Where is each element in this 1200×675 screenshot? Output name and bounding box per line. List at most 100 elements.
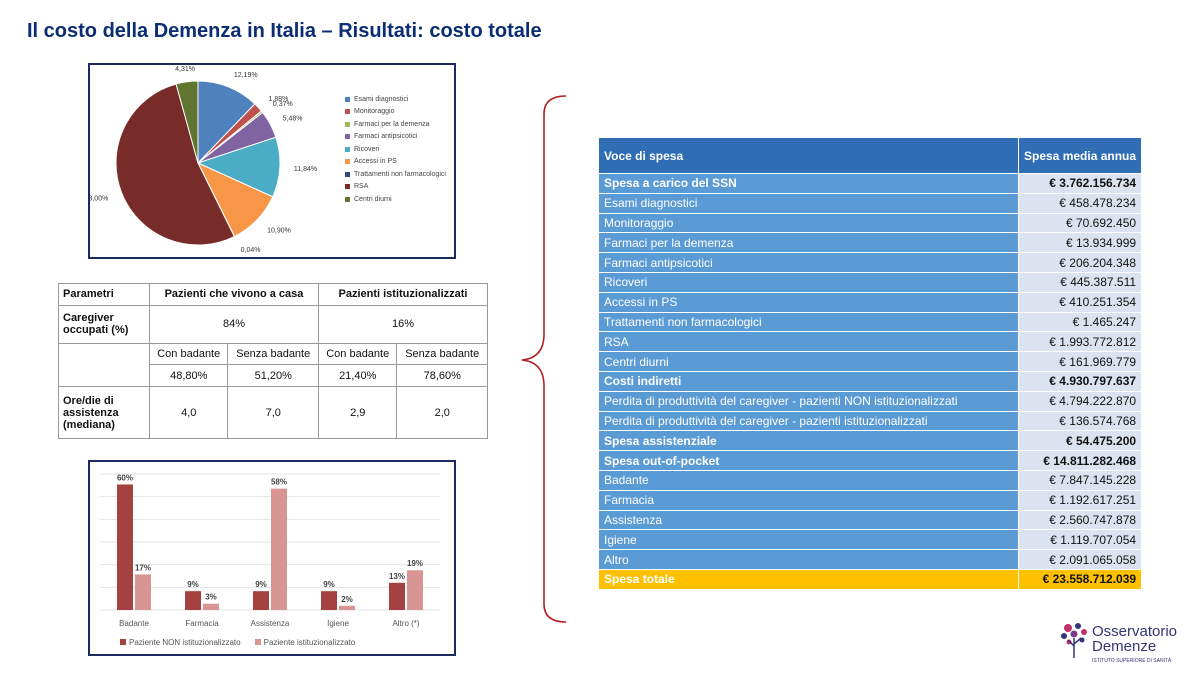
cost-row: Centri diurni € 161.969.779: [598, 351, 1143, 372]
curly-brace: [521, 95, 567, 623]
cost-header-label: Voce di spesa: [598, 137, 1019, 174]
cost-row-amount: € 458.478.234: [1017, 192, 1143, 214]
pie-value-label: 11,84%: [294, 166, 317, 173]
cost-row: Spesa out-of-pocket € 14.811.282.468: [598, 450, 1143, 471]
bar-category-label: Assistenza: [251, 619, 290, 628]
pie-chart: 12,19% 1,88%0,37% 5,48% 11,84% 10,90% 0,04% 53…: [90, 66, 317, 254]
cost-table: Voce di spesa Spesa media annua Spesa a …: [598, 137, 1143, 590]
logo-subtitle: ISTITUTO SUPERIORE DI SANITÀ: [1092, 658, 1172, 664]
cost-row-label: Igiene: [598, 529, 1019, 551]
params-header-institutionalized: Pazienti istituzionalizzati: [317, 283, 489, 306]
cost-row-amount: € 1.993.772.812: [1017, 331, 1143, 353]
params-hours-label: Ore/die di assistenza (mediana): [58, 386, 150, 439]
pie-legend-item: Farmaci antipsicotici: [345, 131, 446, 144]
bar-value-label: 9%: [323, 580, 335, 589]
cost-row-label: RSA: [598, 331, 1019, 353]
cost-row-label: Spesa out-of-pocket: [598, 450, 1019, 471]
pie-legend-label: Esami diagnostici: [354, 95, 409, 103]
cost-row-amount: € 4.930.797.637: [1017, 370, 1143, 392]
cost-row-amount: € 54.475.200: [1017, 430, 1143, 452]
params-caregiver-inst: 16%: [317, 304, 489, 344]
cost-row-amount: € 23.558.712.039: [1017, 568, 1143, 590]
cost-row-amount: € 206.204.348: [1017, 252, 1143, 273]
bar: [271, 488, 287, 610]
logo-tree-icon: [1061, 623, 1087, 658]
cost-row: Trattamenti non farmacologici € 1.465.247: [598, 311, 1143, 333]
cost-row: Perdita di produttività del caregiver - …: [598, 390, 1143, 412]
cost-row-label: Esami diagnostici: [598, 192, 1019, 214]
bar-category-label: Farmacia: [185, 619, 219, 628]
pie-value-label: 53,00%: [90, 195, 108, 202]
cost-row-label: Costi indiretti: [598, 370, 1019, 392]
bar-value-label: 3%: [205, 593, 217, 602]
pie-legend-item: Farmaci per la demenza: [345, 118, 446, 131]
bar-category-label: Altro (*): [392, 619, 419, 628]
pie-legend-item: Trattamenti non farmacologici: [345, 168, 446, 181]
pie-legend-item: Centri diurni: [345, 193, 446, 206]
cost-row: Farmacia € 1.192.617.251: [598, 489, 1143, 511]
params-pct-d: 78,60%: [396, 364, 488, 387]
legend-swatch: [345, 109, 350, 115]
pie-value-label: 4,31%: [175, 66, 195, 73]
legend-swatch: [345, 196, 350, 202]
params-empty-cell: [58, 342, 150, 388]
cost-row: Assistenza € 2.560.747.878: [598, 509, 1143, 531]
pie-legend-label: Farmaci per la demenza: [354, 120, 430, 128]
cost-row-label: Farmaci per la demenza: [598, 232, 1019, 254]
pie-legend-label: Farmaci antipsicotici: [354, 133, 418, 141]
parameters-table: Parametri Pazienti che vivono a casa Paz…: [58, 283, 489, 439]
cost-row: Altro € 2.091.065.058: [598, 549, 1143, 570]
bar-value-label: 9%: [255, 580, 267, 589]
cost-row-amount: € 410.251.354: [1017, 291, 1143, 313]
params-col-senza-badante-home: Senza badante: [227, 342, 319, 366]
cost-header-amount: Spesa media annua: [1017, 137, 1143, 174]
pie-legend-item: Ricoveri: [345, 143, 446, 156]
pie-slice: [196, 136, 281, 198]
cost-row-amount: € 1.465.247: [1017, 311, 1143, 333]
cost-row: Monitoraggio € 70.692.450: [598, 212, 1143, 234]
pie-value-label: 12,19%: [234, 72, 258, 79]
params-pct-a: 48,80%: [148, 364, 229, 387]
bar-value-label: 58%: [271, 478, 287, 487]
cost-row-label: Assistenza: [598, 509, 1019, 531]
legend-swatch: [345, 159, 350, 165]
cost-row: Farmaci antipsicotici € 206.204.348: [598, 252, 1143, 273]
pie-legend-item: Accessi in PS: [345, 156, 446, 169]
params-hours-b: 7,0: [227, 386, 319, 439]
cost-row-label: Badante: [598, 469, 1019, 491]
legend-swatch: [345, 146, 350, 152]
cost-row: Spesa a carico del SSN € 3.762.156.734: [598, 173, 1143, 194]
bar: [339, 605, 355, 610]
pie-slice: [197, 80, 256, 165]
cost-row-label: Farmacia: [598, 489, 1019, 511]
pie-value-label: 0,37%: [273, 101, 293, 108]
cost-row-amount: € 161.969.779: [1017, 351, 1143, 372]
pie-value-label: 1,88%: [269, 96, 289, 103]
params-col-con-badante-inst: Con badante: [317, 342, 398, 366]
pie-legend-label: Accessi in PS: [354, 158, 397, 166]
bar: [253, 591, 269, 610]
bar-legend-item-series-2: Paziente istituzionalizzato: [254, 638, 355, 647]
cost-row: Perdita di produttività del caregiver - …: [598, 410, 1143, 432]
cost-row-amount: € 1.192.617.251: [1017, 489, 1143, 511]
params-col-senza-badante-inst: Senza badante: [396, 342, 488, 366]
bar-value-label: 9%: [187, 580, 199, 589]
cost-row-label: Perdita di produttività del caregiver - …: [598, 410, 1019, 432]
bar-legend: Paziente NON istituzionalizzato Paziente…: [120, 638, 355, 647]
cost-row-amount: € 3.762.156.734: [1017, 173, 1143, 194]
pie-legend-item: RSA: [345, 181, 446, 194]
bar: [117, 484, 133, 610]
legend-swatch: [345, 134, 350, 140]
cost-row: Spesa totale € 23.558.712.039: [598, 568, 1143, 590]
pie-legend-label: Monitoraggio: [354, 108, 395, 116]
cost-row-label: Ricoveri: [598, 271, 1019, 293]
bar: [135, 574, 151, 610]
params-pct-b: 51,20%: [227, 364, 319, 387]
bar: [389, 582, 405, 610]
cost-row: Costi indiretti € 4.930.797.637: [598, 370, 1143, 392]
cost-row-amount: € 70.692.450: [1017, 212, 1143, 234]
cost-row-label: Centri diurni: [598, 351, 1019, 372]
pie-value-label: 10,90%: [267, 228, 291, 235]
params-header-home: Pazienti che vivono a casa: [149, 283, 319, 306]
cost-row-label: Accessi in PS: [598, 291, 1019, 313]
